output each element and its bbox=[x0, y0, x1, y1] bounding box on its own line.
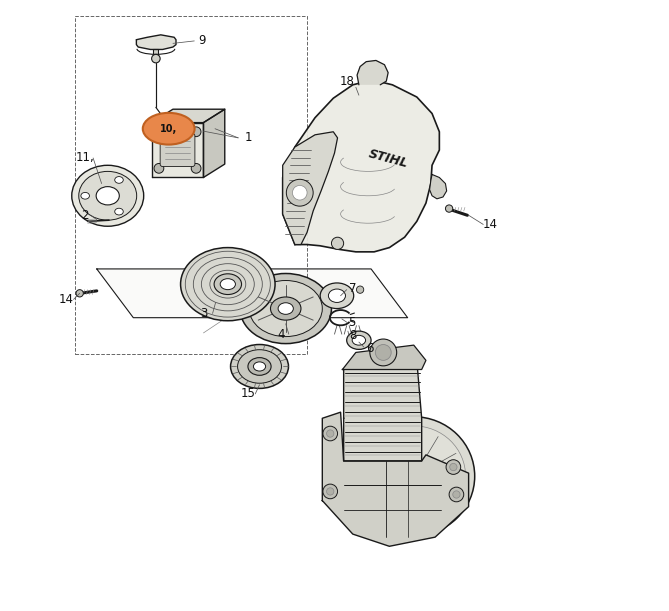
Text: 18: 18 bbox=[339, 75, 354, 87]
Ellipse shape bbox=[399, 461, 429, 491]
Circle shape bbox=[331, 237, 344, 249]
Circle shape bbox=[76, 290, 84, 297]
Ellipse shape bbox=[347, 331, 371, 349]
Ellipse shape bbox=[72, 166, 144, 226]
Polygon shape bbox=[344, 360, 421, 461]
Circle shape bbox=[450, 463, 457, 470]
Ellipse shape bbox=[231, 345, 288, 389]
Ellipse shape bbox=[115, 208, 123, 215]
Bar bbox=[76, 16, 307, 354]
Ellipse shape bbox=[214, 274, 242, 295]
Text: 3: 3 bbox=[200, 307, 207, 320]
Ellipse shape bbox=[353, 417, 475, 536]
Ellipse shape bbox=[254, 362, 266, 371]
Ellipse shape bbox=[237, 349, 282, 383]
Ellipse shape bbox=[248, 357, 271, 375]
Ellipse shape bbox=[278, 303, 293, 314]
Ellipse shape bbox=[81, 192, 90, 199]
Ellipse shape bbox=[328, 289, 345, 302]
Circle shape bbox=[323, 426, 338, 441]
Circle shape bbox=[370, 339, 397, 366]
Circle shape bbox=[449, 487, 464, 502]
Circle shape bbox=[446, 205, 453, 212]
Ellipse shape bbox=[96, 186, 119, 205]
Polygon shape bbox=[357, 60, 388, 85]
Text: 14: 14 bbox=[482, 218, 498, 231]
Circle shape bbox=[292, 185, 307, 200]
Text: 14: 14 bbox=[59, 293, 74, 306]
Ellipse shape bbox=[181, 247, 275, 321]
Ellipse shape bbox=[320, 283, 354, 309]
Ellipse shape bbox=[249, 280, 322, 337]
Ellipse shape bbox=[115, 177, 123, 183]
Circle shape bbox=[286, 179, 313, 206]
Circle shape bbox=[191, 164, 201, 173]
Text: 4: 4 bbox=[278, 327, 285, 341]
Polygon shape bbox=[136, 35, 176, 49]
FancyBboxPatch shape bbox=[160, 134, 195, 167]
Ellipse shape bbox=[270, 297, 301, 320]
Ellipse shape bbox=[79, 172, 136, 220]
Text: 6: 6 bbox=[366, 342, 373, 354]
Text: 9: 9 bbox=[198, 34, 205, 47]
Ellipse shape bbox=[352, 335, 365, 345]
Text: 8: 8 bbox=[349, 329, 357, 343]
Circle shape bbox=[326, 430, 334, 437]
Polygon shape bbox=[283, 80, 440, 252]
Circle shape bbox=[357, 286, 364, 293]
Circle shape bbox=[446, 459, 461, 474]
Circle shape bbox=[323, 484, 338, 499]
Ellipse shape bbox=[240, 274, 331, 343]
Ellipse shape bbox=[142, 113, 195, 145]
Text: 11,: 11, bbox=[75, 152, 94, 164]
Circle shape bbox=[152, 54, 160, 63]
Circle shape bbox=[191, 127, 201, 137]
Polygon shape bbox=[153, 49, 159, 56]
Polygon shape bbox=[343, 345, 426, 370]
Polygon shape bbox=[152, 123, 203, 177]
Text: STIHL: STIHL bbox=[367, 148, 409, 170]
Ellipse shape bbox=[220, 279, 235, 290]
Circle shape bbox=[154, 127, 164, 137]
Polygon shape bbox=[322, 412, 468, 546]
Text: 10,: 10, bbox=[160, 123, 177, 134]
Circle shape bbox=[375, 345, 391, 360]
Circle shape bbox=[453, 491, 460, 498]
Text: 15: 15 bbox=[240, 387, 256, 400]
Text: 5: 5 bbox=[348, 316, 355, 329]
Circle shape bbox=[154, 164, 164, 173]
Text: 2: 2 bbox=[81, 209, 88, 222]
Polygon shape bbox=[429, 174, 447, 199]
Text: 7: 7 bbox=[349, 282, 357, 295]
Polygon shape bbox=[203, 109, 225, 177]
Circle shape bbox=[326, 488, 334, 495]
Ellipse shape bbox=[362, 426, 466, 527]
Polygon shape bbox=[97, 269, 407, 318]
Polygon shape bbox=[152, 109, 225, 123]
Text: 1: 1 bbox=[244, 131, 252, 144]
Polygon shape bbox=[283, 132, 338, 244]
